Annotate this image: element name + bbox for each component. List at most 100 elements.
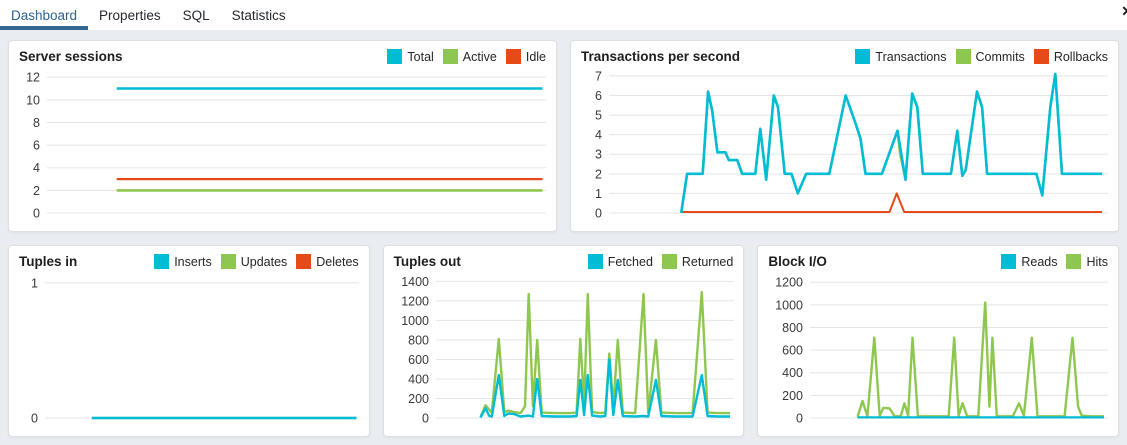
legend-label: Updates	[240, 254, 288, 269]
y-axis-tick-label: 200	[782, 389, 803, 403]
y-axis-tick-label: 1000	[776, 298, 804, 312]
y-axis-tick-label: 4	[33, 161, 40, 175]
legend-label: Inserts	[174, 254, 212, 269]
y-axis-tick-label: 5	[595, 109, 602, 123]
legend-swatch-icon	[661, 254, 677, 269]
y-axis-tick-label: 200	[408, 392, 429, 406]
tab-dashboard[interactable]: Dashboard	[0, 0, 89, 30]
legend-item-transactions[interactable]: Transactions	[855, 49, 947, 64]
y-axis-tick-label: 3	[595, 148, 602, 162]
panel-title: Tuples in	[19, 254, 78, 269]
chart-canvas: 0 200 400 600 800 1000 1200 1400	[401, 275, 734, 426]
legend-item-updates[interactable]: Updates	[220, 254, 288, 269]
legend-swatch-icon	[1033, 49, 1049, 64]
legend-item-fetched[interactable]: Fetched	[587, 254, 653, 269]
legend-swatch-icon	[296, 254, 312, 269]
y-axis-tick-label: 1000	[401, 314, 429, 328]
legend-label: Fetched	[607, 254, 653, 269]
legend-item-returned[interactable]: Returned	[661, 254, 734, 269]
legend-swatch-icon	[1001, 254, 1017, 269]
panel-header: Tuples out Fetched Returned	[384, 246, 744, 269]
chart-block-io: 0 200 400 600 800 1000 1200	[760, 269, 1110, 428]
legend-item-rollbacks[interactable]: Rollbacks	[1033, 49, 1108, 64]
legend-swatch-icon	[955, 49, 971, 64]
y-axis-tick-label: 2	[595, 167, 602, 181]
tab-properties[interactable]: Properties	[88, 0, 172, 30]
legend-item-deletes[interactable]: Deletes	[296, 254, 359, 269]
legend-label: Returned	[681, 254, 734, 269]
panel-header: Block I/O Reads Hits	[758, 246, 1118, 269]
y-axis-tick-label: 2	[33, 184, 40, 198]
chart-canvas: 01	[31, 276, 359, 426]
y-axis-tick-label: 6	[595, 89, 602, 103]
tab-statistics-label: Statistics	[231, 7, 286, 23]
panel-title: Server sessions	[19, 49, 123, 64]
y-axis-tick-label: 800	[782, 321, 803, 335]
tab-bar: Dashboard Properties SQL Statistics ✕	[0, 0, 1127, 30]
close-icon[interactable]: ✕	[1121, 3, 1127, 20]
y-axis-tick-label: 1200	[401, 294, 429, 308]
y-axis-tick-label: 0	[422, 412, 429, 426]
legend-label: Total	[407, 49, 434, 64]
chart-server-sessions: 0 2 4 6 8 10 12	[11, 64, 548, 223]
legend-swatch-icon	[220, 254, 236, 269]
legend-item-hits[interactable]: Hits	[1066, 254, 1108, 269]
y-axis-tick-label: 8	[33, 116, 40, 130]
chart-canvas: 0 1 2 3 4 5 6 7	[595, 69, 1108, 221]
y-axis-tick-label: 0	[796, 412, 803, 426]
y-axis-tick-label: 7	[595, 69, 602, 83]
tab-sql[interactable]: SQL	[172, 0, 221, 30]
legend-swatch-icon	[154, 254, 170, 269]
legend-item-inserts[interactable]: Inserts	[154, 254, 212, 269]
chart-transactions-per-second: 0 1 2 3 4 5 6 7	[573, 64, 1110, 223]
panel-title: Tuples out	[393, 254, 461, 269]
y-axis-tick-label: 10	[26, 93, 40, 107]
legend-item-commits[interactable]: Commits	[955, 49, 1025, 64]
panel-header: Transactions per second Transactions Comm…	[571, 41, 1118, 64]
panel-block-io: Block I/O Reads Hits 0 200 400 600 800 1000 120…	[757, 245, 1120, 437]
y-axis-tick-label: 0	[33, 207, 40, 221]
series-line-transactions	[679, 72, 1102, 214]
y-axis-tick-label: 1400	[401, 275, 429, 289]
chart-tuples-out: 0 200 400 600 800 1000 1200 1400	[386, 269, 736, 428]
y-axis-tick-label: 1	[31, 276, 38, 290]
legend-label: Hits	[1086, 254, 1109, 269]
legend-label: Deletes	[316, 254, 359, 269]
legend-label: Reads	[1021, 254, 1058, 269]
tab-dashboard-label: Dashboard	[11, 7, 78, 23]
dashboard-row-1: Server sessions Total Active Idle 0 2 4 6 8 10 1…	[8, 40, 1119, 232]
chart-canvas: 0 200 400 600 800 1000 1200	[776, 276, 1109, 426]
y-axis-tick-label: 400	[408, 372, 429, 386]
legend-swatch-icon	[505, 49, 521, 64]
legend-item-reads[interactable]: Reads	[1001, 254, 1057, 269]
legend-item-active[interactable]: Active	[442, 49, 497, 64]
tab-sql-label: SQL	[182, 7, 210, 23]
tab-statistics[interactable]: Statistics	[221, 0, 297, 30]
legend-tuples-out: Fetched Returned	[587, 254, 734, 269]
legend-label: Rollbacks	[1053, 49, 1108, 64]
series-line-rollbacks	[681, 192, 1102, 213]
chart-canvas: 0 2 4 6 8 10 12	[26, 71, 546, 221]
legend-label: Commits	[975, 49, 1025, 64]
y-axis-tick-label: 12	[26, 71, 40, 85]
legend-label: Idle	[525, 49, 546, 64]
panel-header: Server sessions Total Active Idle	[9, 41, 556, 64]
y-axis-tick-label: 1	[595, 187, 602, 201]
legend-swatch-icon	[855, 49, 871, 64]
legend-transactions: Transactions Commits Rollbacks	[855, 49, 1108, 64]
y-axis-tick-label: 400	[782, 366, 803, 380]
y-axis-tick-label: 600	[408, 353, 429, 367]
legend-label: Transactions	[875, 49, 947, 64]
legend-item-total[interactable]: Total	[387, 49, 434, 64]
legend-label: Active	[462, 49, 497, 64]
legend-tuples-in: Inserts Updates Deletes	[154, 254, 359, 269]
series-line-fetched	[479, 358, 730, 419]
legend-swatch-icon	[1066, 254, 1082, 269]
panel-title: Transactions per second	[581, 49, 741, 64]
legend-item-idle[interactable]: Idle	[505, 49, 546, 64]
panel-title: Block I/O	[768, 254, 827, 269]
y-axis-tick-label: 600	[782, 344, 803, 358]
